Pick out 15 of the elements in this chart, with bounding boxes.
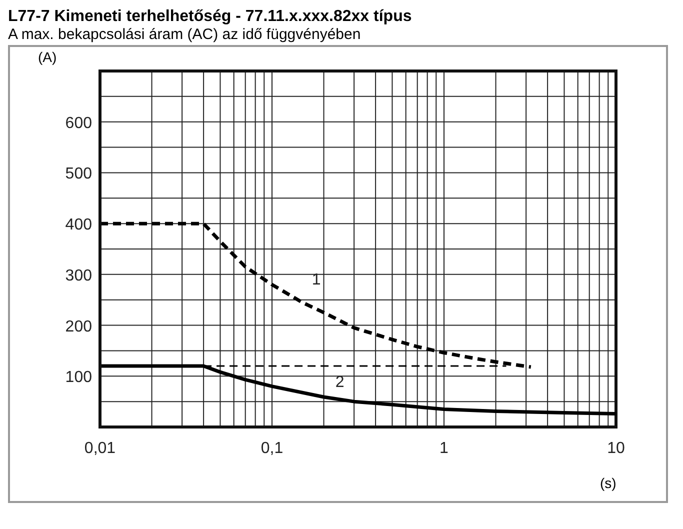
y-tick-label: 500 — [65, 166, 92, 183]
y-tick-label: 400 — [65, 216, 92, 234]
y-tick-label: 100 — [65, 369, 92, 386]
x-tick-label: 0,1 — [260, 440, 284, 457]
y-tick-label: 600 — [65, 114, 92, 132]
y-axis-title: (A) — [38, 49, 57, 65]
series-label: 1 — [312, 271, 321, 288]
y-tick-label: 200 — [65, 318, 92, 336]
x-tick-label: 10 — [607, 440, 625, 457]
x-tick-label: 0,01 — [84, 440, 116, 457]
x-axis-title: (s) — [600, 475, 616, 491]
chart-subtitle: A max. bekapcsolási áram (AC) az idő függvényében — [8, 26, 362, 43]
chart-title: L77-7 Kimeneti terhelhetőség - 77.11.x.xxx.82xx típus — [8, 8, 413, 26]
y-tick-label: 300 — [65, 267, 92, 284]
x-tick-label: 1 — [440, 440, 449, 457]
